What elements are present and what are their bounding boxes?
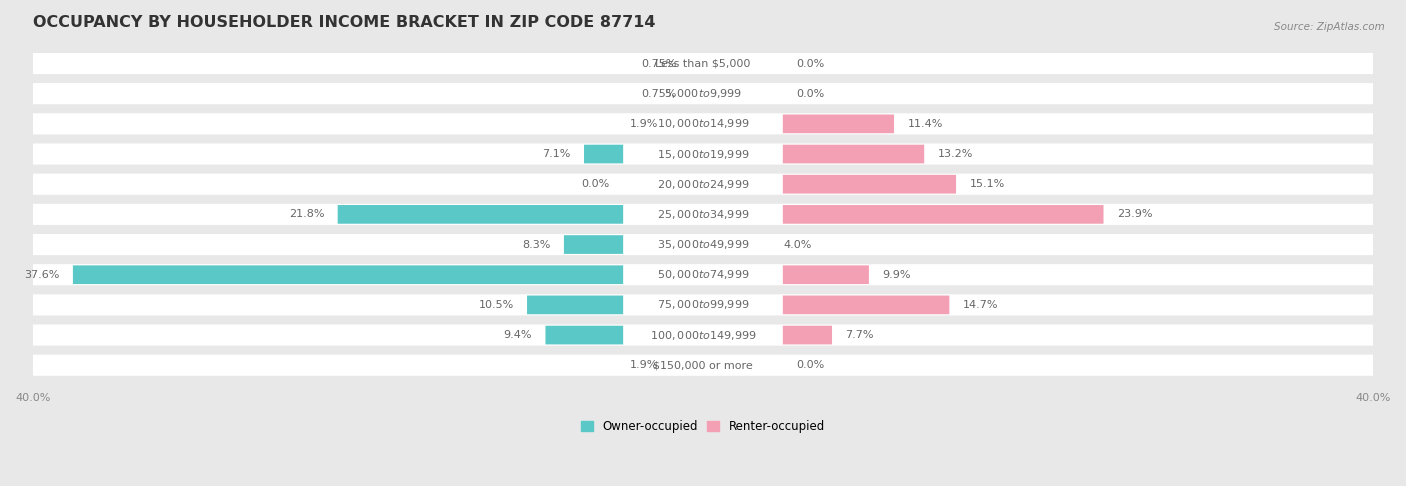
FancyBboxPatch shape <box>783 175 956 193</box>
Text: 0.75%: 0.75% <box>641 58 678 69</box>
FancyBboxPatch shape <box>24 143 1382 165</box>
FancyBboxPatch shape <box>623 85 783 103</box>
FancyBboxPatch shape <box>783 145 924 163</box>
Text: OCCUPANCY BY HOUSEHOLDER INCOME BRACKET IN ZIP CODE 87714: OCCUPANCY BY HOUSEHOLDER INCOME BRACKET … <box>32 15 655 30</box>
Text: 14.7%: 14.7% <box>963 300 998 310</box>
Text: 15.1%: 15.1% <box>970 179 1005 189</box>
Text: $15,000 to $19,999: $15,000 to $19,999 <box>657 148 749 160</box>
Text: 21.8%: 21.8% <box>288 209 325 219</box>
FancyBboxPatch shape <box>564 235 623 254</box>
Text: 13.2%: 13.2% <box>938 149 973 159</box>
Text: 0.0%: 0.0% <box>796 88 824 99</box>
FancyBboxPatch shape <box>783 265 869 284</box>
FancyBboxPatch shape <box>337 205 623 224</box>
FancyBboxPatch shape <box>623 205 783 224</box>
FancyBboxPatch shape <box>546 326 623 345</box>
Text: 0.0%: 0.0% <box>796 360 824 370</box>
Text: $150,000 or more: $150,000 or more <box>654 360 752 370</box>
FancyBboxPatch shape <box>623 235 783 254</box>
FancyBboxPatch shape <box>623 115 783 133</box>
FancyBboxPatch shape <box>623 265 783 284</box>
FancyBboxPatch shape <box>783 205 1104 224</box>
FancyBboxPatch shape <box>24 83 1382 104</box>
Text: $10,000 to $14,999: $10,000 to $14,999 <box>657 117 749 130</box>
FancyBboxPatch shape <box>527 295 623 314</box>
FancyBboxPatch shape <box>783 326 832 345</box>
Text: $75,000 to $99,999: $75,000 to $99,999 <box>657 298 749 312</box>
Text: $25,000 to $34,999: $25,000 to $34,999 <box>657 208 749 221</box>
Text: 7.7%: 7.7% <box>845 330 875 340</box>
Text: 10.5%: 10.5% <box>478 300 513 310</box>
FancyBboxPatch shape <box>24 113 1382 135</box>
Text: Less than $5,000: Less than $5,000 <box>655 58 751 69</box>
FancyBboxPatch shape <box>24 204 1382 225</box>
FancyBboxPatch shape <box>623 295 783 314</box>
Text: $50,000 to $74,999: $50,000 to $74,999 <box>657 268 749 281</box>
Text: 23.9%: 23.9% <box>1116 209 1153 219</box>
Text: 1.9%: 1.9% <box>630 119 658 129</box>
FancyBboxPatch shape <box>783 295 949 314</box>
Text: $100,000 to $149,999: $100,000 to $149,999 <box>650 329 756 342</box>
FancyBboxPatch shape <box>24 174 1382 195</box>
Text: $35,000 to $49,999: $35,000 to $49,999 <box>657 238 749 251</box>
FancyBboxPatch shape <box>623 54 783 73</box>
Text: 9.9%: 9.9% <box>883 270 911 280</box>
FancyBboxPatch shape <box>623 145 783 163</box>
FancyBboxPatch shape <box>73 265 623 284</box>
Text: Source: ZipAtlas.com: Source: ZipAtlas.com <box>1274 22 1385 32</box>
FancyBboxPatch shape <box>583 145 623 163</box>
Text: 0.75%: 0.75% <box>641 88 678 99</box>
FancyBboxPatch shape <box>623 175 783 193</box>
Text: 7.1%: 7.1% <box>543 149 571 159</box>
FancyBboxPatch shape <box>623 326 783 345</box>
Text: 9.4%: 9.4% <box>503 330 531 340</box>
Text: 0.0%: 0.0% <box>796 58 824 69</box>
Text: 11.4%: 11.4% <box>907 119 943 129</box>
FancyBboxPatch shape <box>24 234 1382 255</box>
Legend: Owner-occupied, Renter-occupied: Owner-occupied, Renter-occupied <box>576 415 830 437</box>
Text: 1.9%: 1.9% <box>630 360 658 370</box>
Text: $20,000 to $24,999: $20,000 to $24,999 <box>657 178 749 191</box>
FancyBboxPatch shape <box>24 264 1382 285</box>
FancyBboxPatch shape <box>24 53 1382 74</box>
FancyBboxPatch shape <box>24 295 1382 315</box>
Text: 4.0%: 4.0% <box>783 240 811 249</box>
Text: 37.6%: 37.6% <box>24 270 59 280</box>
Text: $5,000 to $9,999: $5,000 to $9,999 <box>664 87 742 100</box>
Text: 0.0%: 0.0% <box>582 179 610 189</box>
FancyBboxPatch shape <box>24 325 1382 346</box>
FancyBboxPatch shape <box>783 115 894 133</box>
FancyBboxPatch shape <box>623 356 783 375</box>
FancyBboxPatch shape <box>24 355 1382 376</box>
Text: 8.3%: 8.3% <box>522 240 551 249</box>
